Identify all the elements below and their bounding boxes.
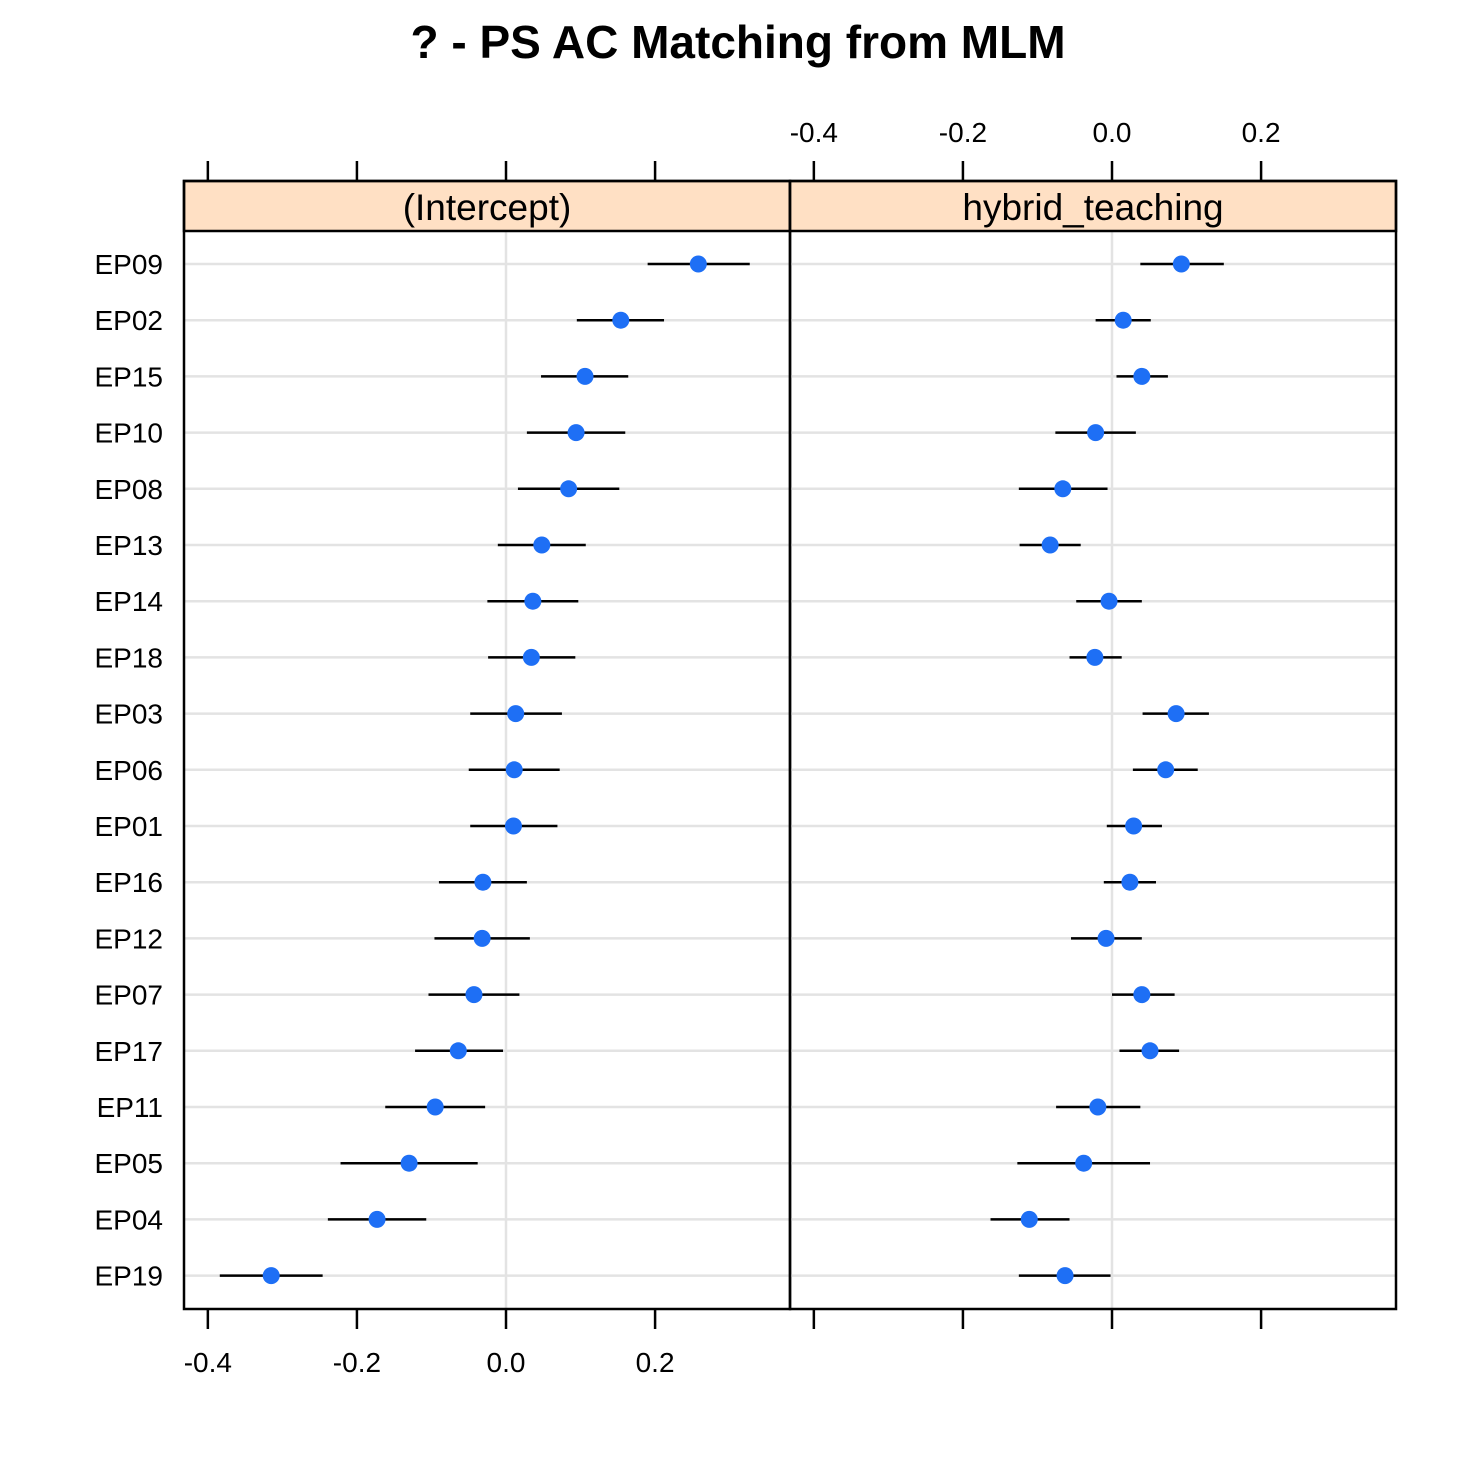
x-tick-label: 0.2 bbox=[1242, 117, 1281, 148]
data-point bbox=[507, 705, 525, 723]
data-point bbox=[560, 480, 578, 498]
data-point bbox=[465, 986, 483, 1004]
row-label: EP11 bbox=[97, 1092, 163, 1123]
data-point bbox=[1172, 255, 1190, 273]
data-point bbox=[1125, 817, 1143, 835]
data-point bbox=[505, 761, 523, 779]
row-label: EP09 bbox=[95, 249, 164, 280]
data-point bbox=[1087, 424, 1105, 442]
row-label: EP04 bbox=[95, 1204, 164, 1235]
plot-layer: EP09 EP02 EP15 EP10 EP08 EP13 EP14 EP18 EP03 EP06… bbox=[95, 117, 1398, 1378]
data-point bbox=[1089, 1098, 1107, 1116]
data-point bbox=[533, 536, 551, 554]
row-label: EP19 bbox=[95, 1261, 164, 1292]
data-point bbox=[1141, 1042, 1159, 1060]
row-label: EP03 bbox=[95, 699, 164, 730]
x-tick-label: 0.0 bbox=[487, 1347, 526, 1378]
x-tick-label: 0.2 bbox=[636, 1347, 675, 1378]
x-tick-label: 0.0 bbox=[1093, 117, 1132, 148]
panel-strip-label: hybrid_teaching bbox=[962, 187, 1223, 228]
data-point bbox=[1167, 705, 1185, 723]
data-point bbox=[1097, 929, 1115, 947]
data-point bbox=[1020, 1210, 1038, 1228]
x-tick-label: -0.2 bbox=[939, 117, 987, 148]
x-tick-label: -0.4 bbox=[184, 1347, 232, 1378]
row-label: EP01 bbox=[95, 811, 164, 842]
row-label: EP14 bbox=[95, 586, 164, 617]
data-point bbox=[473, 929, 491, 947]
row-label: EP06 bbox=[95, 755, 164, 786]
row-label: EP02 bbox=[95, 305, 164, 336]
chart-title: ? - PS AC Matching from MLM bbox=[410, 16, 1065, 68]
data-point bbox=[1157, 761, 1175, 779]
panel-border bbox=[182, 179, 792, 1311]
data-point bbox=[524, 592, 542, 610]
data-point bbox=[504, 817, 522, 835]
row-label: EP07 bbox=[95, 980, 164, 1011]
data-point bbox=[1041, 536, 1059, 554]
row-label: EP17 bbox=[95, 1036, 164, 1067]
data-point bbox=[567, 424, 585, 442]
row-label: EP10 bbox=[95, 418, 164, 449]
x-tick-label: -0.4 bbox=[790, 117, 838, 148]
data-point bbox=[262, 1267, 280, 1285]
panel-strip bbox=[182, 179, 792, 233]
panel-border bbox=[788, 179, 1398, 1311]
row-label: EP08 bbox=[95, 474, 164, 505]
row-label: EP16 bbox=[95, 867, 164, 898]
data-point bbox=[522, 648, 540, 666]
row-label: EP15 bbox=[95, 361, 164, 392]
row-label: EP13 bbox=[95, 530, 164, 561]
data-point bbox=[426, 1098, 444, 1116]
row-label: EP18 bbox=[95, 642, 164, 673]
data-point bbox=[1100, 592, 1118, 610]
data-point bbox=[1121, 873, 1139, 891]
data-point bbox=[368, 1210, 386, 1228]
data-point bbox=[400, 1154, 418, 1172]
panel-strip-label: (Intercept) bbox=[403, 187, 572, 228]
data-point bbox=[1133, 986, 1151, 1004]
data-point bbox=[1133, 367, 1151, 385]
data-point bbox=[1114, 311, 1132, 329]
data-point bbox=[576, 367, 594, 385]
data-point bbox=[1056, 1267, 1074, 1285]
data-point bbox=[612, 311, 630, 329]
row-label: EP12 bbox=[95, 923, 164, 954]
data-point bbox=[474, 873, 492, 891]
row-label: EP05 bbox=[95, 1148, 164, 1179]
data-point bbox=[1086, 648, 1104, 666]
x-tick-label: -0.2 bbox=[333, 1347, 381, 1378]
data-point bbox=[1075, 1154, 1093, 1172]
data-point bbox=[449, 1042, 467, 1060]
data-point bbox=[1054, 480, 1072, 498]
data-point bbox=[689, 255, 707, 273]
